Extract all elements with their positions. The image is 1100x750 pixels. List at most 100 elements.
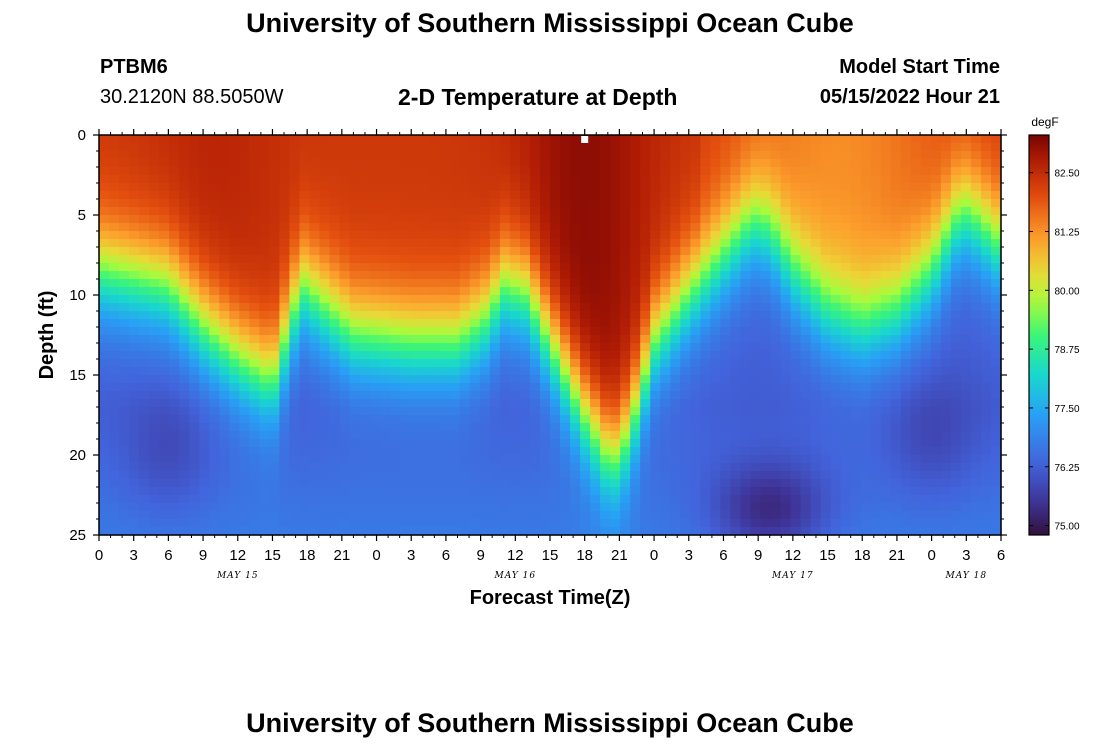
heatmap-cell (119, 175, 130, 184)
heatmap-cell (920, 135, 932, 144)
heatmap-cell (920, 279, 932, 288)
heatmap-cell (900, 519, 912, 528)
heatmap-cell (750, 391, 762, 400)
heatmap-cell (389, 207, 401, 216)
heatmap-cell (239, 263, 250, 272)
heatmap-cell (99, 239, 110, 248)
heatmap-cell (730, 143, 742, 152)
heatmap-cell (489, 255, 501, 264)
heatmap-cell (519, 255, 531, 264)
heatmap-cell (119, 367, 130, 376)
heatmap-cell (119, 479, 130, 488)
heatmap-cell (760, 295, 772, 304)
heatmap-cell (299, 215, 311, 224)
heatmap-cell (590, 479, 601, 488)
heatmap-cell (139, 151, 150, 160)
heatmap-cell (499, 343, 511, 352)
heatmap-cell (289, 191, 301, 200)
heatmap-cell (349, 287, 361, 296)
heatmap-cell (580, 479, 591, 488)
heatmap-cell (199, 255, 210, 264)
heatmap-cell (630, 295, 641, 304)
heatmap-cell (209, 359, 220, 368)
heatmap-cell (820, 239, 832, 248)
heatmap-cell (309, 191, 321, 200)
heatmap-cell (139, 503, 150, 512)
heatmap-cell (870, 223, 882, 232)
heatmap-cell (529, 319, 541, 328)
heatmap-cell (219, 231, 230, 240)
heatmap-cell (860, 431, 872, 440)
heatmap-cell (439, 287, 451, 296)
heatmap-cell (239, 231, 250, 240)
heatmap-cell (890, 231, 902, 240)
heatmap-cell (800, 455, 812, 464)
heatmap-cell (950, 527, 962, 536)
heatmap-cell (710, 255, 721, 264)
heatmap-cell (529, 519, 541, 528)
heatmap-cell (459, 503, 471, 512)
heatmap-cell (459, 231, 471, 240)
heatmap-cell (139, 471, 150, 480)
heatmap-cell (910, 423, 922, 432)
heatmap-cell (119, 447, 130, 456)
heatmap-cell (509, 527, 521, 536)
heatmap-cell (960, 271, 972, 280)
heatmap-cell (419, 295, 431, 304)
heatmap-cell (790, 303, 802, 312)
heatmap-cell (399, 351, 411, 360)
heatmap-cell (840, 279, 852, 288)
heatmap-cell (459, 327, 471, 336)
heatmap-cell (209, 415, 220, 424)
heatmap-cell (349, 311, 361, 320)
heatmap-cell (359, 527, 371, 536)
heatmap-cell (229, 359, 240, 368)
heatmap-cell (269, 367, 280, 376)
heatmap-cell (309, 175, 321, 184)
heatmap-cell (139, 143, 150, 152)
heatmap-cell (119, 143, 130, 152)
heatmap-cell (219, 135, 230, 144)
heatmap-cell (329, 199, 341, 208)
heatmap-cell (189, 319, 200, 328)
heatmap-cell (880, 247, 892, 256)
heatmap-cell (610, 471, 621, 480)
heatmap-cell (670, 487, 681, 496)
heatmap-cell (459, 311, 471, 320)
heatmap-cell (319, 231, 331, 240)
heatmap-cell (109, 279, 120, 288)
heatmap-cell (239, 143, 250, 152)
heatmap-cell (299, 391, 311, 400)
heatmap-cell (790, 231, 802, 240)
heatmap-cell (610, 311, 621, 320)
heatmap-cell (800, 383, 812, 392)
heatmap-cell (750, 527, 762, 536)
heatmap-cell (990, 279, 1002, 288)
heatmap-cell (980, 455, 992, 464)
heatmap-cell (860, 367, 872, 376)
heatmap-cell (620, 303, 631, 312)
heatmap-cell (820, 367, 832, 376)
heatmap-cell (259, 519, 270, 528)
heatmap-cell (940, 199, 952, 208)
heatmap-cell (710, 399, 721, 408)
heatmap-cell (319, 287, 331, 296)
heatmap-cell (289, 263, 301, 272)
heatmap-cell (249, 335, 260, 344)
heatmap-cell (700, 343, 711, 352)
heatmap-cell (650, 431, 661, 440)
heatmap-cell (139, 271, 150, 280)
heatmap-cell (920, 247, 932, 256)
heatmap-cell (870, 255, 882, 264)
heatmap-cell (199, 407, 210, 416)
heatmap-cell (169, 391, 180, 400)
heatmap-cell (149, 159, 160, 168)
heatmap-cell (840, 175, 852, 184)
heatmap-cell (910, 295, 922, 304)
heatmap-cell (670, 519, 681, 528)
heatmap-cell (279, 143, 291, 152)
heatmap-cell (99, 175, 110, 184)
heatmap-cell (449, 447, 461, 456)
heatmap-cell (249, 479, 260, 488)
